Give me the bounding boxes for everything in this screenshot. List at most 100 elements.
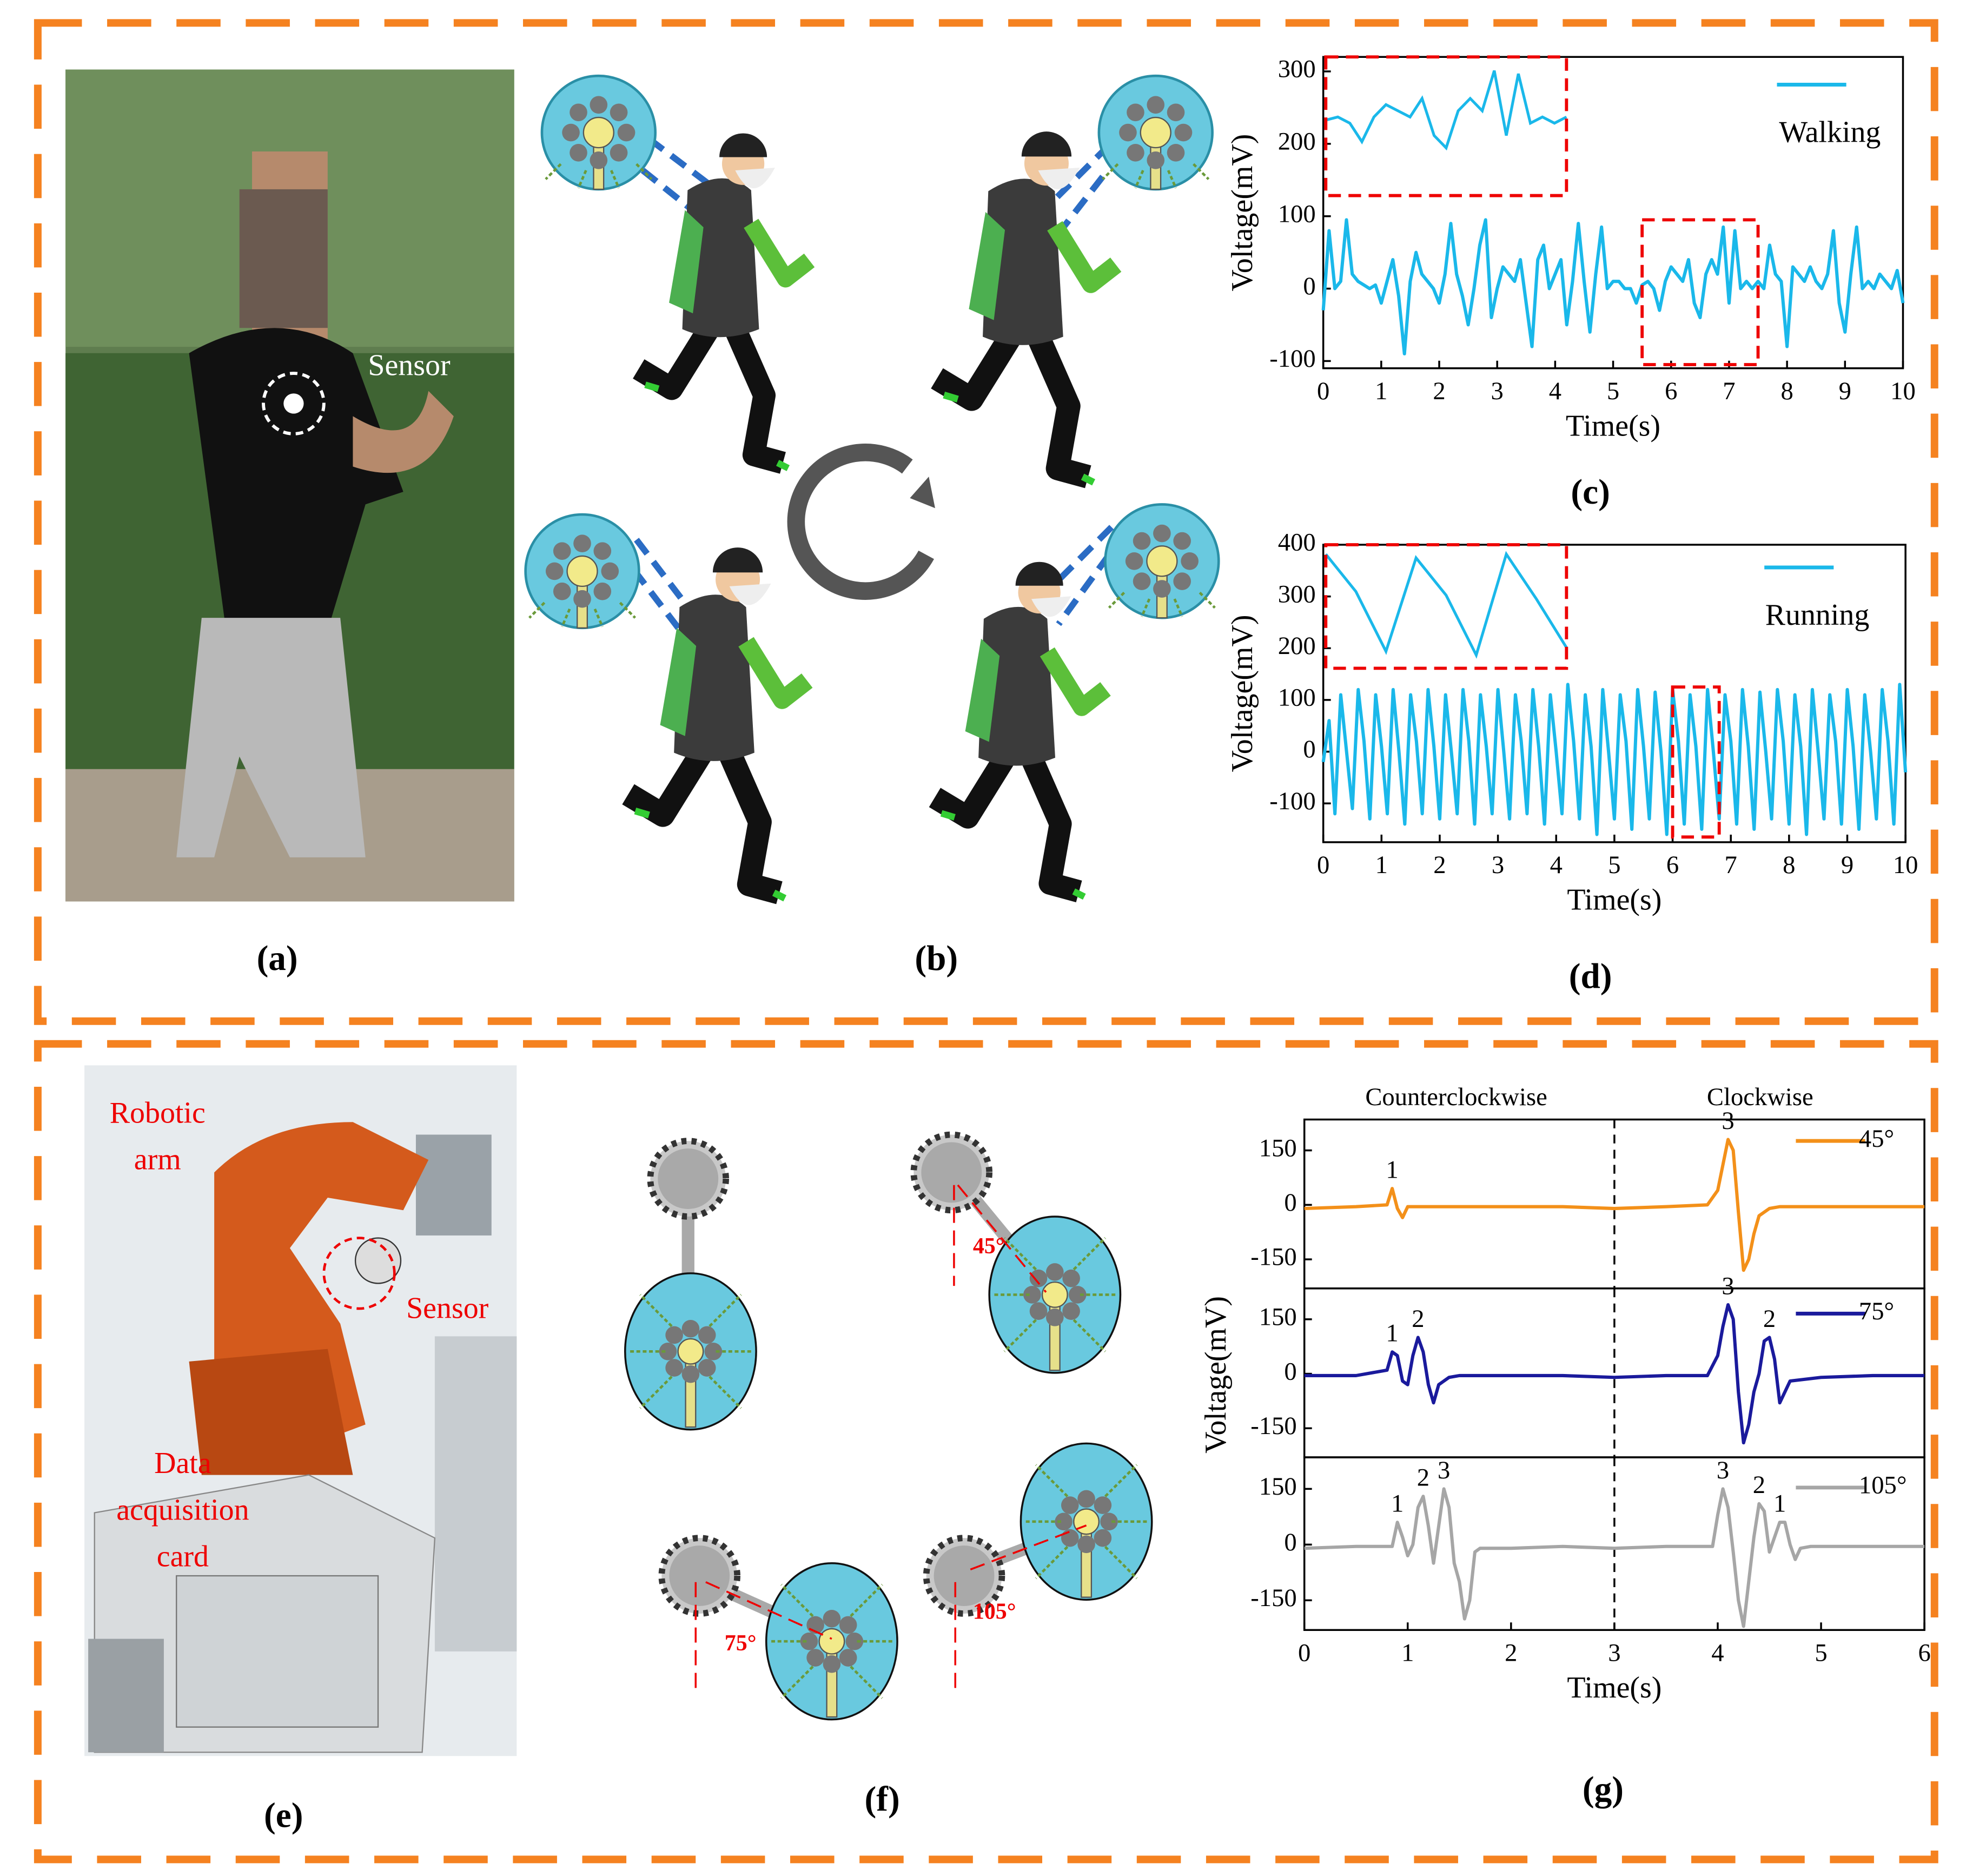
y-tick-label: 0 <box>1303 272 1315 300</box>
x-tick-label: 6 <box>1665 377 1677 405</box>
y-tick-label: 200 <box>1278 128 1316 156</box>
y-tick-label: -100 <box>1269 787 1315 815</box>
data-line <box>1304 1487 1925 1628</box>
angle-label: 75° <box>725 1631 757 1656</box>
y-tick-label: 300 <box>1278 55 1316 83</box>
x-tick-label: 0 <box>1298 1639 1310 1667</box>
x-tick-label: 0 <box>1317 377 1329 405</box>
diagram-f: 45° 75° 105° <box>625 1135 1152 1720</box>
panel-label: (f) <box>865 1780 900 1819</box>
x-axis-title: Time(s) <box>1567 1671 1661 1705</box>
x-tick-label: 2 <box>1505 1639 1517 1667</box>
y-axis-title: Voltage(mV) <box>1199 1296 1233 1454</box>
section-title: Clockwise <box>1707 1083 1813 1111</box>
y-tick-label: 100 <box>1278 200 1316 228</box>
x-tick-label: 1 <box>1375 851 1388 879</box>
panel-border <box>34 19 1938 1025</box>
photo-e: Robotic arm Sensor Data acquisition card <box>84 1065 517 1756</box>
y-tick-label: 0 <box>1303 735 1315 763</box>
peak-label: 1 <box>1773 1490 1786 1518</box>
legend-label: 105° <box>1859 1471 1907 1500</box>
panel-label: (e) <box>264 1796 303 1835</box>
data-line <box>1304 1303 1925 1445</box>
illustration-b <box>526 76 1219 898</box>
x-tick-label: 8 <box>1780 377 1793 405</box>
photo-annotation: acquisition <box>116 1493 249 1527</box>
panel-label: (a) <box>257 939 298 978</box>
x-tick-label: 9 <box>1839 377 1851 405</box>
angle-label: 45° <box>973 1234 1005 1259</box>
y-axis-title: Voltage(mV) <box>1226 615 1259 772</box>
y-tick-label: 0 <box>1284 1357 1296 1385</box>
inset-frame <box>1324 55 1568 197</box>
section-title: Counterclockwise <box>1365 1083 1547 1111</box>
inset-line <box>1325 551 1568 659</box>
x-tick-label: 5 <box>1608 851 1620 879</box>
peak-label: 1 <box>1391 1490 1404 1518</box>
y-tick-label: 300 <box>1278 580 1316 608</box>
panel-label: (d) <box>1569 957 1612 996</box>
photo-annotation: arm <box>134 1143 181 1177</box>
x-tick-label: 8 <box>1783 851 1795 879</box>
zoom-region <box>1640 218 1760 367</box>
data-line <box>1321 218 1905 356</box>
legend-label: Running <box>1765 598 1870 632</box>
panel-label: (c) <box>1571 473 1610 512</box>
y-tick-label: 150 <box>1259 1134 1297 1162</box>
x-tick-label: 3 <box>1491 377 1504 405</box>
panel-border <box>34 1040 1938 1864</box>
axis-frame <box>1322 56 1904 369</box>
x-tick-label: 1 <box>1375 377 1387 405</box>
x-tick-label: 3 <box>1492 851 1504 879</box>
peak-label: 3 <box>1722 1272 1734 1300</box>
peak-label: 3 <box>1717 1456 1729 1484</box>
x-tick-label: 4 <box>1550 851 1563 879</box>
x-tick-label: 5 <box>1815 1639 1827 1667</box>
zoom-region <box>1671 685 1721 839</box>
axis-frame <box>1303 1456 1925 1631</box>
photo-annotation: Robotic <box>110 1096 206 1129</box>
y-tick-label: 400 <box>1278 529 1316 557</box>
y-tick-label: -150 <box>1250 1584 1296 1612</box>
angle-label: 105° <box>973 1600 1016 1624</box>
photo-annotation: Sensor <box>406 1292 489 1325</box>
legend-label: 45° <box>1859 1125 1894 1153</box>
y-tick-label: -100 <box>1269 345 1315 373</box>
y-tick-label: 150 <box>1259 1303 1297 1331</box>
photo-annotation: card <box>157 1540 209 1574</box>
x-axis-title: Time(s) <box>1566 409 1660 442</box>
y-tick-label: 0 <box>1284 1528 1296 1556</box>
peak-label: 3 <box>1722 1107 1734 1135</box>
x-tick-label: 7 <box>1725 851 1737 879</box>
y-tick-label: 100 <box>1278 684 1316 712</box>
x-tick-label: 1 <box>1401 1639 1414 1667</box>
x-tick-label: 10 <box>1890 377 1916 405</box>
data-line <box>1321 683 1908 836</box>
panel-label: (b) <box>915 939 958 978</box>
x-tick-label: 0 <box>1317 851 1329 879</box>
legend-label: Walking <box>1779 116 1881 149</box>
y-tick-label: -150 <box>1250 1412 1296 1440</box>
photo-annotation: Sensor <box>368 349 451 382</box>
peak-label: 1 <box>1386 1156 1398 1184</box>
x-tick-label: 6 <box>1918 1639 1930 1667</box>
photo-a: Sensor <box>65 69 514 902</box>
x-axis-title: Time(s) <box>1567 883 1661 917</box>
peak-label: 1 <box>1386 1319 1398 1347</box>
legend-label: 75° <box>1859 1297 1894 1325</box>
y-tick-label: 0 <box>1284 1188 1296 1217</box>
inset-frame <box>1324 543 1568 670</box>
peak-label: 2 <box>1753 1471 1765 1499</box>
x-tick-label: 6 <box>1666 851 1679 879</box>
y-tick-label: -150 <box>1250 1243 1296 1271</box>
data-line <box>1304 1138 1925 1272</box>
peak-label: 2 <box>1763 1305 1776 1333</box>
x-tick-label: 2 <box>1433 377 1445 405</box>
x-tick-label: 4 <box>1549 377 1561 405</box>
x-tick-label: 2 <box>1433 851 1446 879</box>
y-tick-label: 150 <box>1259 1472 1297 1501</box>
x-tick-label: 3 <box>1608 1639 1620 1667</box>
x-tick-label: 4 <box>1711 1639 1724 1667</box>
x-tick-label: 7 <box>1723 377 1735 405</box>
